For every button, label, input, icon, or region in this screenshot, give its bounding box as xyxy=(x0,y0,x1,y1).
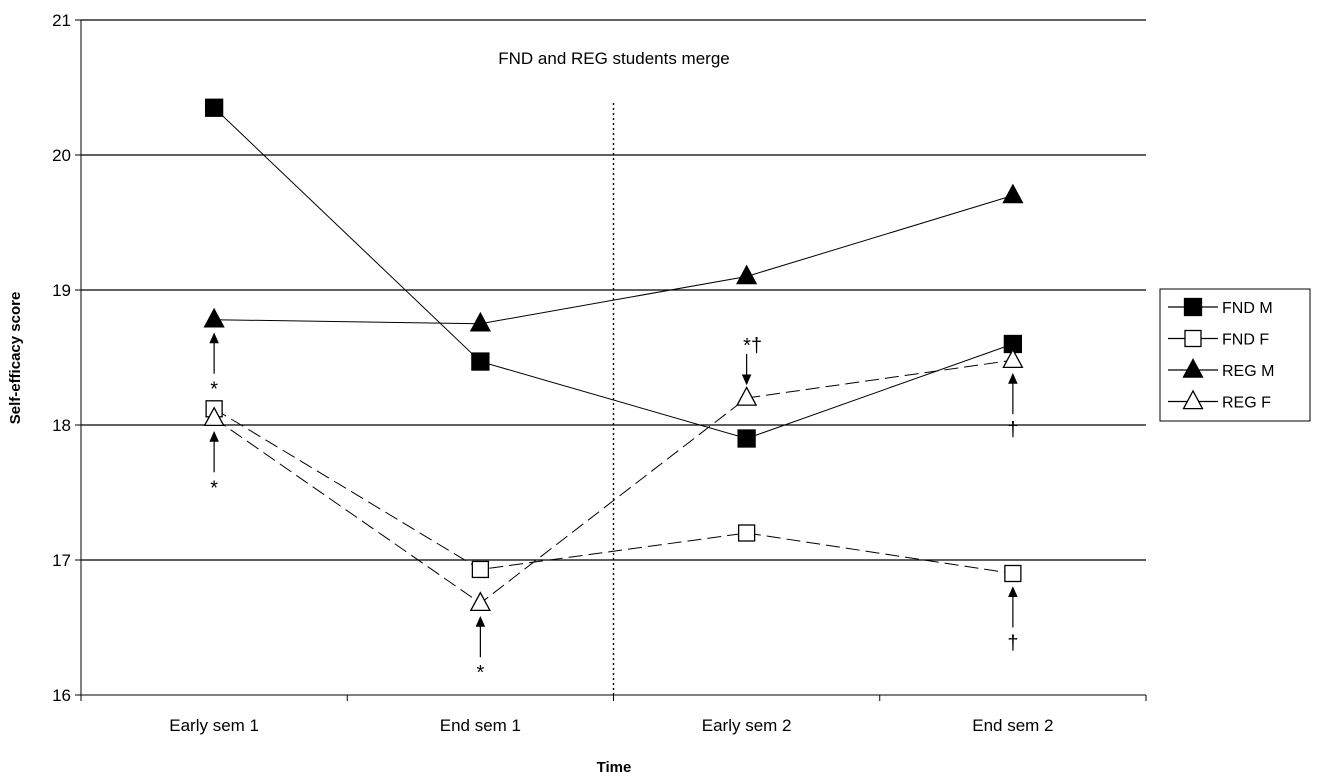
significance-symbol: * xyxy=(210,477,218,499)
significance-mark: † xyxy=(1007,372,1018,441)
y-tick-label: 20 xyxy=(52,146,71,165)
significance-mark: * xyxy=(209,431,219,499)
arrow-head xyxy=(1008,372,1018,384)
data-point xyxy=(736,386,758,406)
significance-mark: * xyxy=(475,615,486,684)
axes: 16 17 18 19 20 21 Early sem 1 End sem 1 Early se… xyxy=(52,11,1147,735)
series-fnd-m xyxy=(204,98,1023,448)
legend-marker xyxy=(1182,358,1204,378)
data-point xyxy=(737,429,756,448)
series xyxy=(203,98,1024,611)
data-point xyxy=(1002,183,1024,204)
significance-mark: † xyxy=(1007,586,1018,655)
data-point xyxy=(737,524,756,542)
data-point xyxy=(204,98,224,117)
series-reg-m xyxy=(203,183,1024,332)
gridlines xyxy=(81,19,1146,695)
series-line xyxy=(213,107,1014,440)
significance-symbol: * xyxy=(210,379,218,401)
legend-label: REG M xyxy=(1222,363,1274,380)
data-point xyxy=(469,311,491,332)
arrow-head xyxy=(475,615,486,627)
legend-item-reg-m: REG M xyxy=(1168,358,1274,380)
data-point xyxy=(203,307,225,328)
y-tick-label: 16 xyxy=(52,686,71,705)
series-reg-f xyxy=(203,348,1024,611)
significance-symbol: * xyxy=(476,662,484,684)
legend-item-fnd-f: FND F xyxy=(1168,329,1269,349)
significance-annotations: * * * *† † † xyxy=(209,332,1018,684)
data-point xyxy=(736,264,758,285)
arrow-head xyxy=(209,332,219,344)
legend-label: REG F xyxy=(1222,395,1271,412)
legend-marker xyxy=(1182,389,1204,410)
x-tick-label: Early sem 2 xyxy=(702,716,792,735)
series-line xyxy=(213,359,1013,604)
series-line xyxy=(214,195,1014,325)
chart-annotation: FND and REG students merge xyxy=(498,49,729,68)
x-tick-label: End sem 2 xyxy=(972,716,1053,735)
significance-symbol: *† xyxy=(743,335,762,357)
data-point xyxy=(469,591,491,611)
x-tick-label: Early sem 1 xyxy=(169,716,259,735)
data-point xyxy=(471,560,490,579)
data-point xyxy=(1004,564,1022,583)
y-tick-label: 21 xyxy=(52,11,71,30)
y-axis-title: Self-efficacy score xyxy=(7,292,24,425)
arrow-head xyxy=(1008,586,1018,597)
y-tick-label: 18 xyxy=(52,416,71,435)
series-line xyxy=(213,408,1013,574)
legend-label: FND F xyxy=(1222,332,1269,349)
data-point xyxy=(471,352,490,371)
x-axis-title: Time xyxy=(597,759,632,776)
arrow-head xyxy=(209,431,219,442)
y-tick-label: 19 xyxy=(52,281,71,300)
arrow-head xyxy=(741,374,752,386)
significance-symbol: † xyxy=(1007,419,1018,441)
series-fnd-f xyxy=(205,400,1022,583)
legend-item-reg-f: REG F xyxy=(1168,389,1271,412)
legend-marker xyxy=(1183,297,1203,317)
legend-marker xyxy=(1184,329,1202,348)
significance-mark: *† xyxy=(741,335,762,386)
y-tick-label: 17 xyxy=(52,551,71,570)
legend-label: FND M xyxy=(1222,300,1273,317)
data-point xyxy=(203,406,225,427)
significance-symbol: † xyxy=(1007,633,1018,655)
legend-item-fnd-m: FND M xyxy=(1168,297,1273,317)
significance-mark: * xyxy=(209,332,219,401)
x-tick-label: End sem 1 xyxy=(440,716,521,735)
data-point xyxy=(1002,348,1024,368)
legend: FND M FND F REG M REG F xyxy=(1159,288,1311,422)
